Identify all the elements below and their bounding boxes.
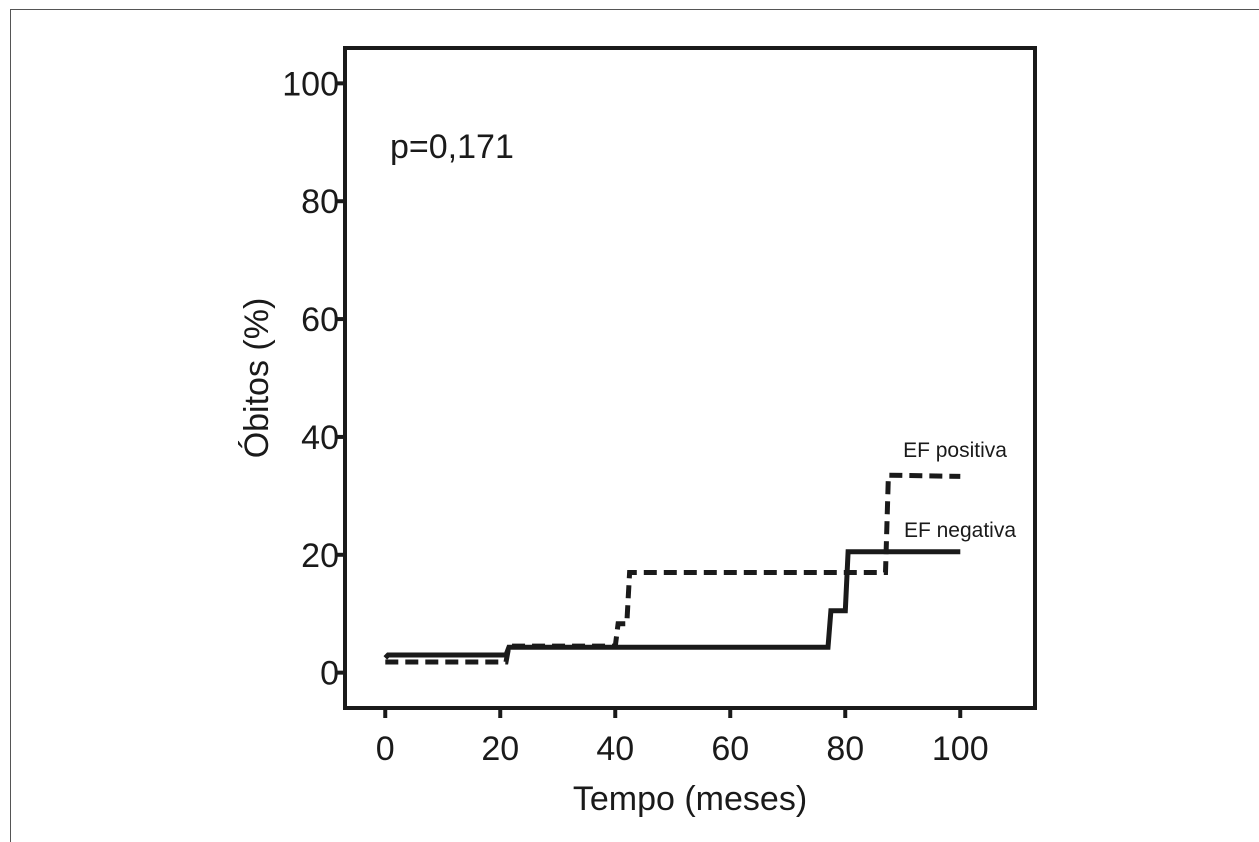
x-axis: 0 20 40 60 80 100 [376,708,989,768]
series-layer [383,472,961,665]
x-tick-label: 80 [826,730,864,768]
x-tick-label: 60 [711,730,749,768]
x-tick-label: 100 [932,730,989,768]
y-axis: 0 20 40 60 80 100 [282,65,345,693]
series-line-ef-negativa [383,549,961,660]
x-tick-label: 0 [376,730,395,768]
y-tick-label: 80 [301,183,339,221]
series-label-ef-negativa: EF negativa [904,519,1016,542]
p-value-annotation: p=0,171 [390,128,514,166]
y-tick-label: 0 [320,655,339,693]
series-line-ef-positiva [385,472,961,665]
plot-area-border [343,46,1037,710]
x-tick-label: 40 [596,730,634,768]
figure-frame [10,9,1259,842]
x-tick-label: 20 [481,730,519,768]
x-axis-label: Tempo (meses) [573,780,807,818]
y-tick-label: 40 [301,419,339,457]
y-tick-label: 60 [301,301,339,339]
y-tick-label: 100 [282,65,339,103]
y-tick-label: 20 [301,537,339,575]
y-axis-label: Óbitos (%) [238,298,276,459]
series-label-ef-positiva: EF positiva [903,439,1007,462]
